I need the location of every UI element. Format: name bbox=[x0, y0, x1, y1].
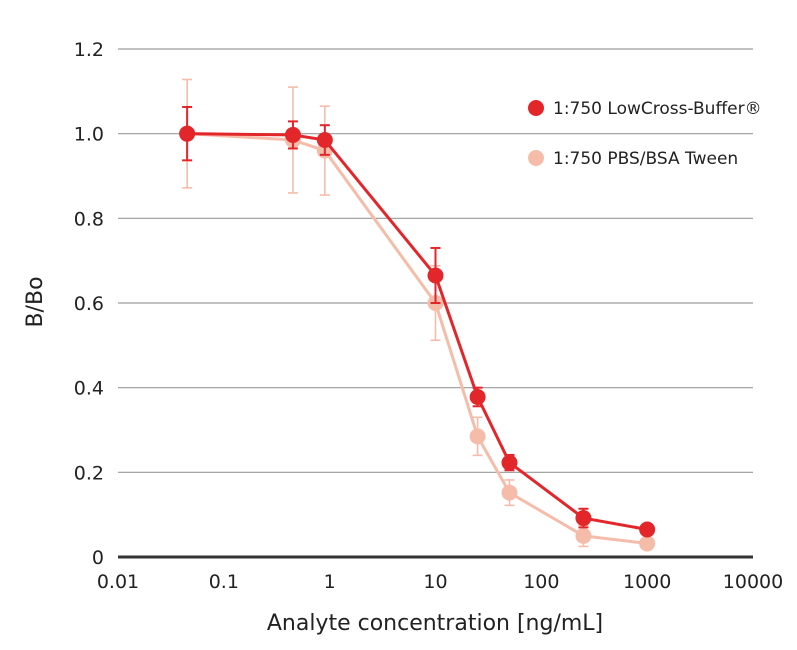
y-tick-label: 1.2 bbox=[74, 39, 104, 61]
x-tick-label: 0.1 bbox=[209, 571, 239, 593]
series-0 bbox=[179, 105, 656, 538]
data-point bbox=[639, 521, 656, 538]
data-point bbox=[179, 125, 196, 142]
x-axis-title: Analyte concentration [ng/mL] bbox=[267, 611, 603, 636]
data-point bbox=[469, 388, 486, 405]
y-tick-label: 0 bbox=[92, 547, 104, 569]
series-layer bbox=[179, 78, 656, 552]
x-tick-label: 1000 bbox=[623, 571, 671, 593]
legend-label: 1:750 LowCross-Buffer® bbox=[553, 99, 762, 119]
legend-marker bbox=[528, 150, 544, 166]
y-tick-label: 0.8 bbox=[74, 208, 104, 230]
data-point bbox=[501, 454, 518, 471]
x-tick-label: 100 bbox=[523, 571, 559, 593]
data-point bbox=[284, 126, 301, 143]
x-tick-label: 1 bbox=[324, 571, 336, 593]
y-tick-label: 0.2 bbox=[74, 462, 104, 484]
data-point bbox=[575, 527, 592, 544]
legend-item: 1:750 LowCross-Buffer® bbox=[528, 99, 762, 119]
series-line bbox=[187, 132, 648, 531]
x-tick-label: 10 bbox=[423, 571, 447, 593]
x-tick-labels: 0.01 0.1 1 10 100 1000 10000 bbox=[97, 571, 783, 593]
y-tick-label: 1.0 bbox=[74, 124, 104, 146]
data-point bbox=[469, 428, 486, 445]
y-axis-title: B/Bo bbox=[23, 276, 48, 327]
legend-item: 1:750 PBS/BSA Tween bbox=[528, 149, 738, 169]
y-tick-label: 0.6 bbox=[74, 293, 104, 315]
data-point bbox=[316, 132, 333, 149]
x-tick-label: 0.01 bbox=[97, 571, 139, 593]
x-tick-label: 10000 bbox=[723, 571, 783, 593]
y-tick-labels: 0 0.2 0.4 0.6 0.8 1.0 1.2 bbox=[74, 39, 104, 569]
data-point bbox=[427, 267, 444, 284]
data-point bbox=[639, 535, 656, 552]
legend: 1:750 LowCross-Buffer® 1:750 PBS/BSA Twee… bbox=[528, 99, 762, 169]
legend-marker bbox=[528, 100, 544, 116]
series-line bbox=[187, 132, 648, 545]
data-point bbox=[501, 484, 518, 501]
legend-label: 1:750 PBS/BSA Tween bbox=[553, 149, 738, 169]
data-point bbox=[575, 510, 592, 527]
y-tick-label: 0.4 bbox=[74, 378, 104, 400]
